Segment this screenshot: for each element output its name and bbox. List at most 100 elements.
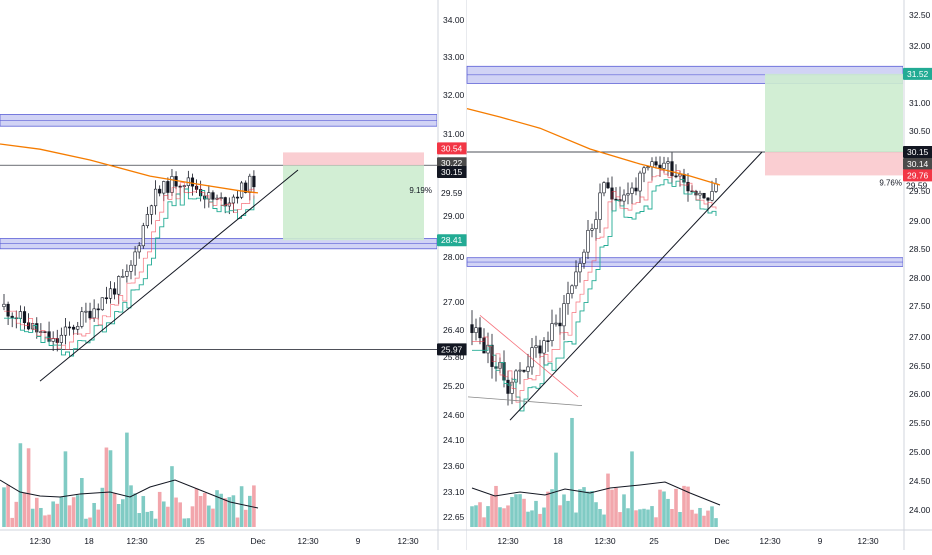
volume-bar (121, 499, 125, 527)
volume-bar (502, 508, 506, 527)
volume-bar (96, 509, 101, 527)
right-time-tick: 12:30 (857, 536, 879, 546)
volume-bar (166, 506, 170, 527)
candle-body (51, 338, 55, 342)
volume-bar (470, 506, 474, 527)
right-price-tag-bg[interactable] (903, 169, 932, 182)
volume-bar (534, 500, 538, 527)
stop-zone[interactable] (765, 152, 903, 176)
left-price-tag-bg[interactable] (437, 234, 467, 247)
candle-body (578, 263, 582, 273)
volume-bar (590, 490, 594, 527)
volume-bar (654, 517, 658, 527)
candle-body (558, 322, 562, 327)
candle-body (706, 197, 710, 201)
candle-body (574, 271, 578, 287)
candle-body (72, 326, 76, 330)
candle-body (149, 205, 154, 215)
volume-bar (215, 490, 219, 527)
volume-bar (63, 451, 68, 527)
volume-bar (207, 505, 211, 527)
price-tick-label: 22.65 (443, 512, 465, 522)
candle-body (113, 288, 117, 295)
candle-body (125, 271, 129, 277)
volume-bar (698, 507, 702, 527)
volume-bar (190, 506, 195, 527)
stop-zone[interactable] (283, 152, 424, 166)
left-time-tick: 18 (84, 536, 94, 546)
right-chart-panel[interactable]: 9.76% (466, 0, 904, 550)
price-tick-label: 23.10 (443, 487, 465, 497)
volume-bar (59, 496, 64, 527)
volume-bar (2, 487, 6, 527)
left-chart-panel[interactable]: 9.19% (0, 0, 438, 550)
percent-level-value: 29.59 (906, 181, 928, 191)
left-price-tag: 25.97 (441, 344, 463, 354)
right-price-tag-bg[interactable] (903, 146, 932, 158)
volume-bar (182, 518, 187, 527)
candle-body (166, 181, 170, 193)
volume-bar (538, 513, 542, 527)
volume-bar (92, 502, 96, 527)
volume-bar (486, 506, 490, 527)
volume-bar (6, 484, 10, 527)
volume-bar (67, 505, 72, 527)
volume-bar (84, 518, 88, 527)
volume-bar (141, 496, 146, 527)
left-time-tick: 12:30 (397, 536, 419, 546)
candle-body (6, 303, 10, 317)
candle-body (686, 181, 690, 192)
candle-body (702, 192, 706, 199)
volume-bar (498, 507, 502, 527)
candle-body (470, 324, 474, 333)
right-price-axis[interactable]: 32.5032.0031.5031.0030.5030.0029.5029.00… (903, 0, 932, 550)
volume-bar (14, 501, 19, 527)
volume-bar (518, 494, 522, 527)
time-axis[interactable]: 12:30 18 12:30 25 Dec 12:30 9 12:30 12:30 18 12:30… (0, 529, 932, 546)
volume-bar (574, 512, 578, 527)
left-price-tag: 28.41 (441, 235, 463, 245)
candle-body (104, 297, 109, 300)
volume-bar (630, 451, 634, 527)
price-tick-label: 27.50 (909, 301, 931, 311)
price-tick-label: 31.00 (443, 129, 465, 139)
right-price-tag-bg[interactable] (903, 67, 932, 80)
volume-bar (235, 517, 240, 527)
descending-trendline[interactable] (479, 314, 579, 398)
candle-body (538, 345, 542, 354)
price-tick-label: 24.50 (909, 476, 931, 486)
left-price-tag-bg[interactable] (437, 142, 467, 155)
candle-body (646, 166, 650, 169)
volume-bar (566, 500, 570, 527)
volume-bar (223, 498, 228, 527)
target-zone[interactable] (283, 165, 424, 241)
price-tick-label: 30.50 (909, 126, 931, 136)
volume-bar (606, 473, 610, 527)
candle-body (614, 198, 618, 201)
left-time-tick: 12:30 (29, 536, 51, 546)
volume-bar (710, 506, 714, 527)
candle-body (566, 293, 570, 304)
volume-bar (634, 510, 638, 527)
ascending-trendline[interactable] (39, 169, 299, 382)
candle-body (240, 182, 244, 198)
volume-bar (198, 496, 203, 527)
volume-bar (598, 509, 602, 527)
percent-level-value: 29.59 (441, 188, 463, 198)
volume-bar (554, 452, 558, 527)
left-price-tag: 30.54 (441, 143, 463, 153)
volume-bar (666, 498, 670, 527)
candle-body (570, 285, 574, 294)
volume-bar (550, 489, 554, 527)
volume-bar (646, 509, 650, 527)
right-price-tag-bg[interactable] (903, 158, 932, 170)
left-time-tick: 25 (195, 536, 205, 546)
left-price-tag-bg[interactable] (437, 166, 467, 178)
volume-bar (43, 515, 47, 527)
left-price-tag-bg[interactable] (437, 343, 467, 356)
flat-support-line[interactable] (467, 396, 583, 406)
left-price-axis[interactable]: 34.0033.0032.0031.0030.0029.0028.0027.00… (437, 0, 467, 550)
volume-bar (243, 509, 248, 527)
candle-body (634, 187, 638, 192)
target-zone[interactable] (765, 73, 903, 152)
